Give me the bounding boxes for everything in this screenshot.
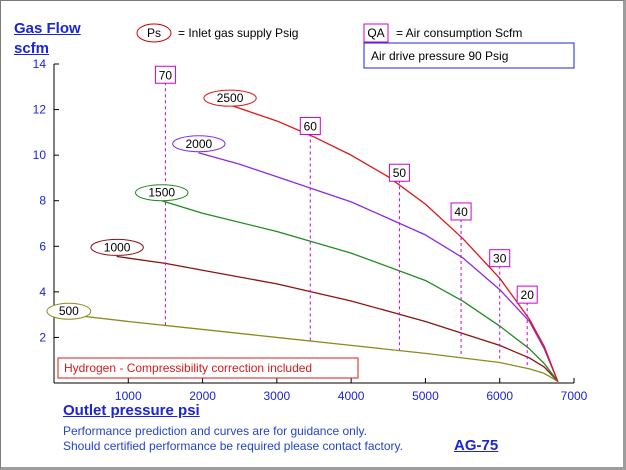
- x-axis-title: Outlet pressure psi: [63, 402, 200, 419]
- legend-ps-text: = Inlet gas supply Psig: [178, 26, 298, 40]
- qa-box-20: [516, 285, 538, 304]
- qa-label-50: 50: [393, 166, 407, 180]
- series-label-2000: 2000: [186, 137, 213, 151]
- note-label: Hydrogen - Compressibility correction in…: [64, 361, 312, 375]
- series-badge-500: [46, 302, 92, 320]
- series-badge-1000: [90, 238, 144, 256]
- y-tick-label: 14: [33, 57, 47, 71]
- y-tick-label: 4: [39, 285, 46, 299]
- footer-line-1: Performance prediction and curves are fo…: [63, 424, 367, 438]
- note-box: [57, 357, 359, 379]
- qa-box-60: [299, 117, 321, 136]
- series-line-1500: [161, 200, 559, 382]
- x-tick-label: 4000: [338, 389, 365, 403]
- model-label: AG-75: [454, 437, 499, 454]
- legend-ps-symbol: Ps: [147, 26, 161, 40]
- x-tick-label: 2000: [189, 389, 216, 403]
- series-label-1500: 1500: [148, 186, 175, 200]
- x-tick-label: 1000: [115, 389, 142, 403]
- series-line-2500: [229, 104, 559, 382]
- x-tick-label: 3000: [264, 389, 291, 403]
- qa-label-20: 20: [521, 288, 535, 302]
- qa-label-40: 40: [454, 205, 468, 219]
- series-badge-2500: [203, 89, 257, 107]
- qa-label-70: 70: [159, 68, 173, 82]
- legend-ps-badge: [136, 23, 172, 43]
- series-label-1000: 1000: [104, 240, 131, 254]
- legend-qa-text: = Air consumption Scfm: [396, 26, 522, 40]
- y-tick-label: 2: [39, 330, 46, 344]
- series-line-1000: [116, 255, 559, 382]
- x-tick-label: 5000: [412, 389, 439, 403]
- qa-box-40: [450, 202, 472, 221]
- qa-box-30: [489, 249, 511, 268]
- y-tick-label: 10: [33, 148, 47, 162]
- y-axis-unit: scfm: [14, 40, 50, 57]
- air-drive-label: Air drive pressure 90 Psig: [371, 49, 508, 63]
- series-line-2000: [198, 152, 559, 382]
- x-tick-label: 6000: [486, 389, 513, 403]
- qa-label-30: 30: [493, 252, 507, 266]
- series-badge-2000: [172, 135, 226, 153]
- air-drive-box: [363, 42, 575, 69]
- y-axis-title: Gas Flow: [14, 20, 81, 37]
- y-tick-label: 6: [39, 239, 46, 253]
- series-badge-1500: [135, 184, 189, 202]
- x-tick-label: 7000: [561, 389, 588, 403]
- series-line-500: [68, 313, 559, 382]
- y-tick-label: 12: [33, 103, 47, 117]
- series-label-2500: 2500: [217, 91, 244, 105]
- qa-label-60: 60: [304, 120, 318, 134]
- qa-box-50: [388, 163, 410, 182]
- series-label-500: 500: [59, 304, 79, 318]
- legend-qa-badge: [363, 23, 389, 43]
- footer-line-2: Should certified performance be required…: [63, 439, 403, 453]
- y-tick-label: 8: [39, 194, 46, 208]
- legend-qa-symbol: QA: [367, 26, 384, 40]
- qa-box-70: [154, 65, 176, 84]
